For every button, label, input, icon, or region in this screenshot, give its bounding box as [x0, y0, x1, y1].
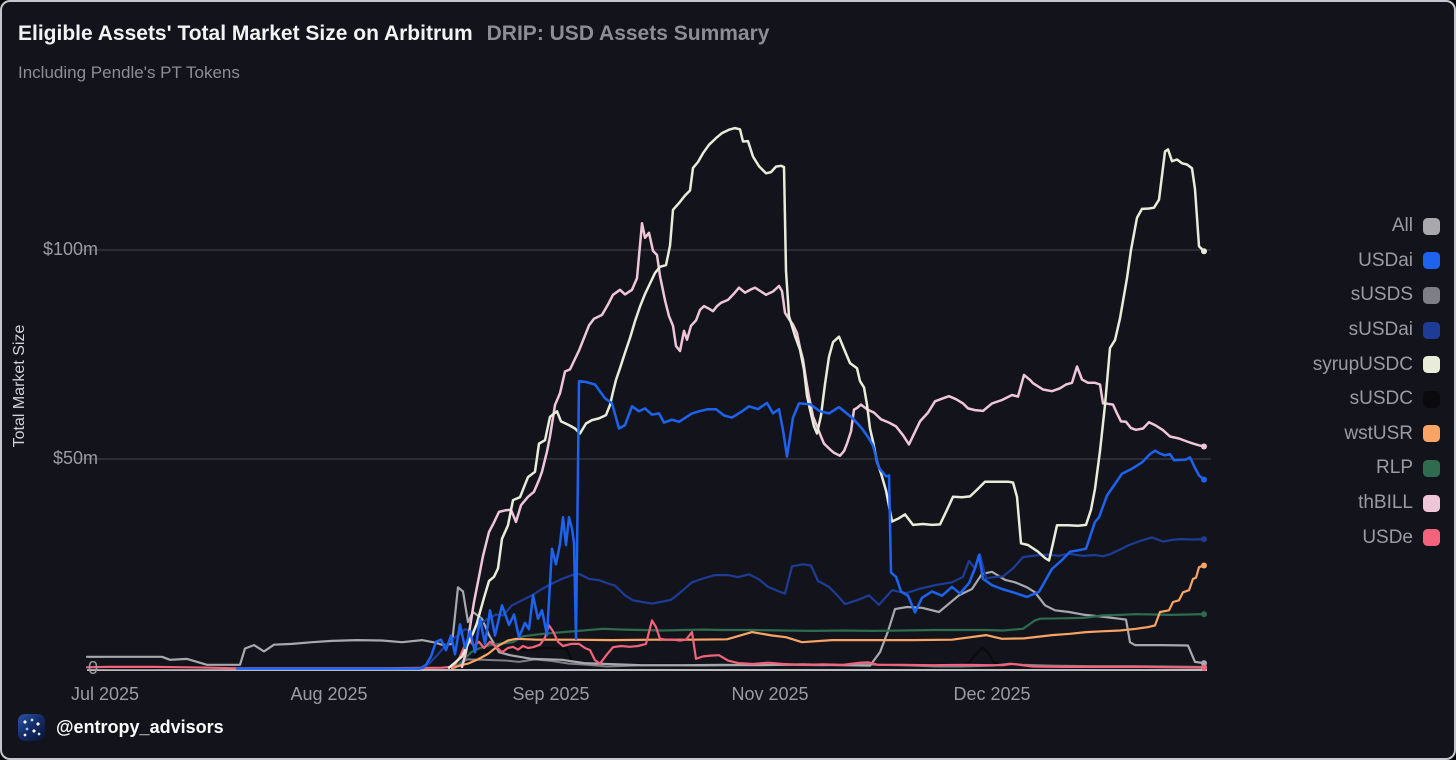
series-line-wstUSR[interactable]: [450, 564, 1206, 670]
entropy-advisors-logo-icon: [18, 714, 45, 741]
page-title-secondary: DRIP: USD Assets Summary: [486, 22, 770, 45]
legend-item-sUSDC[interactable]: sUSDC: [1313, 382, 1440, 417]
series-end-dot-syrupUSDC: [1201, 248, 1207, 255]
legend-label: sUSDS: [1350, 284, 1413, 306]
x-tick-Nov-2025: Nov 2025: [731, 684, 809, 704]
legend-label: sUSDai: [1348, 319, 1413, 341]
y-tick-0: 0: [87, 658, 98, 678]
legend-item-USDe[interactable]: USDe: [1313, 520, 1440, 555]
legend-item-RLP[interactable]: RLP: [1313, 451, 1440, 486]
legend-swatch-icon: [1423, 390, 1440, 408]
legend-item-sUSDai[interactable]: sUSDai: [1313, 313, 1440, 348]
x-tick-Sep-2025: Sep 2025: [512, 684, 590, 704]
series-end-dot-USDe: [1201, 664, 1207, 671]
legend-item-All[interactable]: All: [1313, 209, 1440, 244]
legend-item-syrupUSDC[interactable]: syrupUSDC: [1313, 347, 1440, 382]
legend-swatch-icon: [1423, 321, 1440, 339]
series-line-thBILL[interactable]: [460, 221, 1206, 669]
legend-swatch-icon: [1423, 252, 1440, 270]
series-end-dot-USDai: [1201, 476, 1207, 483]
legend-label: USDe: [1362, 526, 1413, 548]
y-tick-$50m: $50m: [52, 448, 98, 468]
chart-subtitle: Including Pendle's PT Tokens: [18, 63, 240, 82]
legend: All USDai sUSDS sUSDai syrupUSDC sUSDC wstUSR R…: [1313, 209, 1440, 555]
series-end-dot-wstUSR: [1201, 562, 1207, 569]
legend-item-wstUSR[interactable]: wstUSR: [1313, 417, 1440, 452]
legend-item-thBILL[interactable]: thBILL: [1313, 486, 1440, 521]
series-end-dot-RLP: [1201, 611, 1207, 618]
legend-label: USDai: [1358, 249, 1413, 271]
x-tick-Jul-2025: Jul 2025: [70, 684, 140, 704]
legend-swatch-icon: [1423, 286, 1440, 304]
y-axis-title: Total Market Size: [11, 324, 28, 448]
page-title: Eligible Assets' Total Market Size on Ar…: [18, 22, 473, 45]
x-tick-Dec-2025: Dec 2025: [953, 684, 1031, 704]
series-end-dot-All: [1201, 660, 1207, 667]
legend-item-USDai[interactable]: USDai: [1313, 244, 1440, 279]
watermark-handle: @entropy_advisors: [56, 717, 224, 737]
x-tick-Aug-2025: Aug 2025: [290, 684, 368, 704]
legend-swatch-icon: [1423, 529, 1440, 547]
series-end-dot-sUSDai: [1201, 536, 1207, 543]
title-row: Eligible Assets' Total Market Size on Ar…: [18, 22, 769, 46]
legend-label: sUSDC: [1349, 388, 1413, 410]
legend-label: All: [1391, 215, 1413, 237]
legend-label: wstUSR: [1344, 422, 1413, 444]
legend-label: thBILL: [1358, 492, 1413, 514]
watermark: @entropy_advisors: [18, 714, 224, 741]
series-end-dot-thBILL: [1201, 443, 1207, 450]
series-line-All[interactable]: [85, 570, 1206, 667]
legend-swatch-icon: [1423, 217, 1440, 235]
legend-swatch-icon: [1423, 494, 1440, 512]
series-line-USDai[interactable]: [235, 379, 1206, 670]
legend-item-sUSDS[interactable]: sUSDS: [1313, 278, 1440, 313]
legend-label: syrupUSDC: [1312, 353, 1413, 375]
series-line-sUSDai[interactable]: [420, 536, 1206, 670]
legend-swatch-icon: [1423, 425, 1440, 443]
legend-swatch-icon: [1423, 459, 1440, 477]
legend-label: RLP: [1376, 457, 1413, 479]
series-line-syrupUSDC[interactable]: [447, 126, 1206, 669]
legend-swatch-icon: [1423, 356, 1440, 374]
y-tick-$100m: $100m: [42, 239, 98, 259]
